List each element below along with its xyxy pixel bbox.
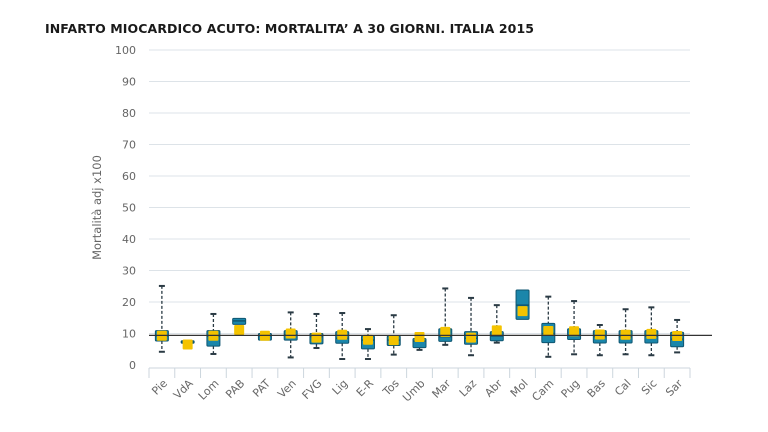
box-VdA <box>180 339 195 350</box>
y-tick-label: 50 <box>122 202 136 215</box>
mean-marker <box>362 334 373 345</box>
y-tick-label: 40 <box>122 233 136 246</box>
mean-marker <box>337 329 348 340</box>
box-Laz <box>464 296 479 357</box>
y-tick-label: 60 <box>122 170 136 183</box>
mean-marker <box>594 329 605 340</box>
box-Pug <box>567 300 582 356</box>
x-tick-label: Tos <box>380 377 402 399</box>
box-PAB <box>232 317 247 336</box>
x-tick-label: PAB <box>223 377 247 401</box>
box-Bas <box>592 323 607 357</box>
x-tick-label: Ven <box>275 377 299 401</box>
y-tick-label: 10 <box>122 328 136 341</box>
x-tick-label: PAT <box>250 377 273 400</box>
mean-marker <box>491 325 502 336</box>
mean-marker <box>414 331 425 342</box>
box-Abr <box>489 304 504 344</box>
mean-marker <box>646 328 657 339</box>
x-tick-label: Laz <box>457 377 480 400</box>
box-Mol <box>515 289 530 320</box>
mean-marker <box>517 306 528 317</box>
x-tick-label: Mar <box>430 377 454 401</box>
box-Mar <box>438 287 453 346</box>
box-Lom <box>206 312 221 355</box>
box-Cal <box>618 308 633 356</box>
mean-marker <box>311 332 322 343</box>
x-tick-label: Lig <box>330 377 351 398</box>
box-Lig <box>335 312 350 361</box>
x-tick-label: Pug <box>559 377 583 401</box>
box-Tos <box>386 314 401 356</box>
x-tick-label: Umb <box>400 377 427 404</box>
y-tick-label: 70 <box>122 139 136 152</box>
y-tick-label: 100 <box>115 44 136 57</box>
box-FVG <box>309 312 324 349</box>
x-tick-label: Cam <box>529 377 556 404</box>
x-tick-label: Sic <box>639 377 660 398</box>
mean-marker <box>182 339 193 350</box>
x-tick-label: E-R <box>354 377 377 400</box>
mean-marker <box>440 326 451 337</box>
box-E-R <box>360 328 375 361</box>
mean-marker <box>466 332 477 343</box>
box-Pie <box>154 284 169 353</box>
x-tick-label: VdA <box>171 377 196 402</box>
mean-marker <box>285 328 296 339</box>
y-tick-label: 0 <box>129 359 136 372</box>
y-tick-label: 30 <box>122 265 136 278</box>
box-Umb <box>412 331 427 351</box>
x-tick-label: Cal <box>612 377 634 399</box>
mean-marker <box>234 325 245 336</box>
x-tick-label: Bas <box>585 377 609 401</box>
mean-marker <box>543 325 554 336</box>
chart-title: INFARTO MIOCARDICO ACUTO: MORTALITA’ A 3… <box>45 21 535 36</box>
mean-marker <box>388 335 399 346</box>
mean-marker <box>672 331 683 342</box>
y-tick-label: 80 <box>122 107 136 120</box>
y-axis-label: Mortalità adj x100 <box>90 155 104 260</box>
x-tick-label: FVG <box>300 377 325 402</box>
box-Sar <box>670 318 685 354</box>
y-tick-label: 20 <box>122 296 136 309</box>
x-tick-label: Mol <box>508 377 531 400</box>
x-tick-label: Abr <box>482 377 505 400</box>
x-tick-label: Lom <box>196 377 222 403</box>
mean-marker <box>620 329 631 340</box>
x-tick-label: Sar <box>663 377 685 399</box>
mean-marker <box>569 326 580 337</box>
box-Cam <box>541 295 556 358</box>
y-tick-label: 90 <box>122 76 136 89</box>
box-Sic <box>644 306 659 357</box>
x-tick-label: Pie <box>149 377 170 398</box>
